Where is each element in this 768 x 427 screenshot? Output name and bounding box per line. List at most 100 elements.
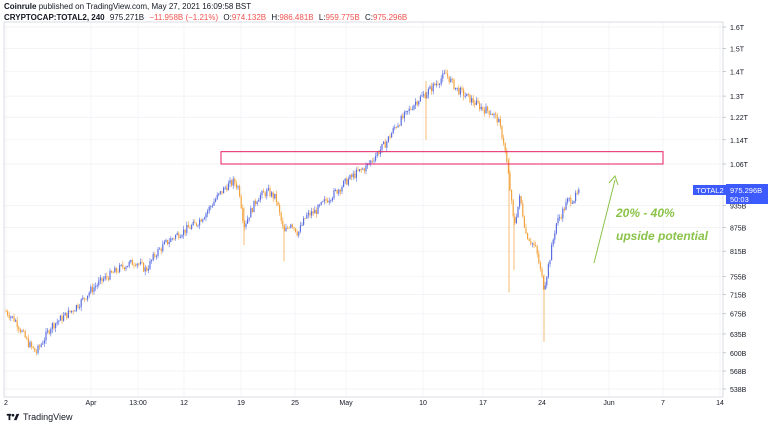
candle-body xyxy=(288,227,290,229)
candle-body xyxy=(570,197,572,204)
candle-body xyxy=(13,316,15,322)
x-tick-label: May xyxy=(339,400,353,407)
candle-body xyxy=(456,87,458,89)
price-tag-countdown: 50:03 xyxy=(730,195,749,204)
candle-body xyxy=(530,241,532,244)
candle-body xyxy=(272,192,274,199)
candle-body xyxy=(202,219,204,222)
tradingview-logo-icon xyxy=(6,413,20,421)
candle-body xyxy=(77,305,79,308)
candle-body xyxy=(232,178,234,186)
candle-body xyxy=(578,189,580,193)
candle-body xyxy=(10,316,12,318)
candle-body xyxy=(439,84,441,85)
candle-body xyxy=(208,206,210,211)
candle-body xyxy=(103,278,105,281)
x-tick-label: Jun xyxy=(603,400,614,407)
candle-body xyxy=(455,87,457,90)
candle-body xyxy=(128,261,130,266)
candle-body xyxy=(133,265,135,266)
candle-body xyxy=(328,200,330,203)
candle-body xyxy=(195,223,197,226)
y-tick-label: 1.3T xyxy=(730,94,745,101)
candle-body xyxy=(178,233,180,238)
candle-body xyxy=(378,152,380,155)
candle-body xyxy=(408,108,410,111)
candle-body xyxy=(466,93,468,97)
candle-body xyxy=(247,218,249,224)
candle-body xyxy=(314,209,316,214)
annotation-line1: 20% - 40% xyxy=(615,206,675,220)
candle-body xyxy=(362,168,364,170)
candle-body xyxy=(227,183,229,191)
candle-body xyxy=(351,174,353,178)
footer-brand[interactable]: TradingView xyxy=(23,412,73,422)
candles xyxy=(5,68,580,356)
candle-body xyxy=(375,156,377,161)
price-tag-price: 975.296B xyxy=(730,186,762,195)
candle-body xyxy=(234,178,236,184)
candle-body xyxy=(192,221,194,226)
candle-body xyxy=(147,268,149,271)
candle-body xyxy=(167,239,169,245)
candle-body xyxy=(453,79,455,90)
price-tag-symbol-bg xyxy=(693,185,726,195)
candle-body xyxy=(275,193,277,202)
candle-body xyxy=(256,201,258,204)
candle-body xyxy=(15,320,17,322)
resistance-zone xyxy=(220,151,664,165)
candle-body xyxy=(51,323,53,329)
candle-body xyxy=(496,114,498,123)
candle-body xyxy=(90,286,92,293)
candle-body xyxy=(45,331,47,341)
chart-border xyxy=(3,21,724,398)
x-tick-label: 13:00 xyxy=(129,400,147,407)
candle-body xyxy=(143,262,145,272)
candle-body xyxy=(413,105,415,110)
candle-body xyxy=(312,211,314,214)
candle-body xyxy=(299,225,301,232)
candle-body xyxy=(91,286,93,292)
candle-body xyxy=(42,343,44,345)
candle-body xyxy=(341,186,343,192)
y-tick-label: 1.22T xyxy=(730,115,749,122)
candle-body xyxy=(442,73,444,79)
candle-body xyxy=(301,224,303,226)
candle-body xyxy=(56,321,58,324)
candle-body xyxy=(155,255,157,257)
candle-body xyxy=(482,106,484,110)
x-tick-label: 14 xyxy=(716,400,724,407)
candle-body xyxy=(480,106,482,110)
candle-body xyxy=(363,168,365,172)
candle-body xyxy=(418,101,420,105)
low-value: 959.775B xyxy=(325,13,360,22)
candle-body xyxy=(79,307,81,308)
candle-body xyxy=(347,179,349,185)
candle-body xyxy=(162,244,164,251)
candle-body xyxy=(290,224,292,228)
candle-body xyxy=(555,223,557,234)
candle-body xyxy=(471,98,473,103)
candle-body xyxy=(447,73,449,77)
candle-body xyxy=(354,173,356,178)
candle-body xyxy=(536,245,538,254)
candle-body xyxy=(218,193,220,195)
candle-body xyxy=(330,200,332,202)
candle-body xyxy=(242,208,244,221)
candle-body xyxy=(282,220,284,227)
candle-body xyxy=(111,270,113,273)
candle-body xyxy=(477,100,479,104)
candle-body xyxy=(463,89,465,97)
candle-body xyxy=(130,260,132,262)
candle-body xyxy=(304,218,306,219)
candle-body xyxy=(311,211,313,216)
candle-body xyxy=(107,277,109,280)
candle-body xyxy=(120,264,122,266)
candle-body xyxy=(61,315,63,321)
candle-body xyxy=(291,224,293,228)
x-axis: 2 Apr 13:00 12 19 25 May 10 17 24 Jun 7 14 xyxy=(4,400,724,407)
candle-body xyxy=(323,199,325,202)
candle-body xyxy=(85,298,87,300)
candle-body xyxy=(389,136,391,138)
